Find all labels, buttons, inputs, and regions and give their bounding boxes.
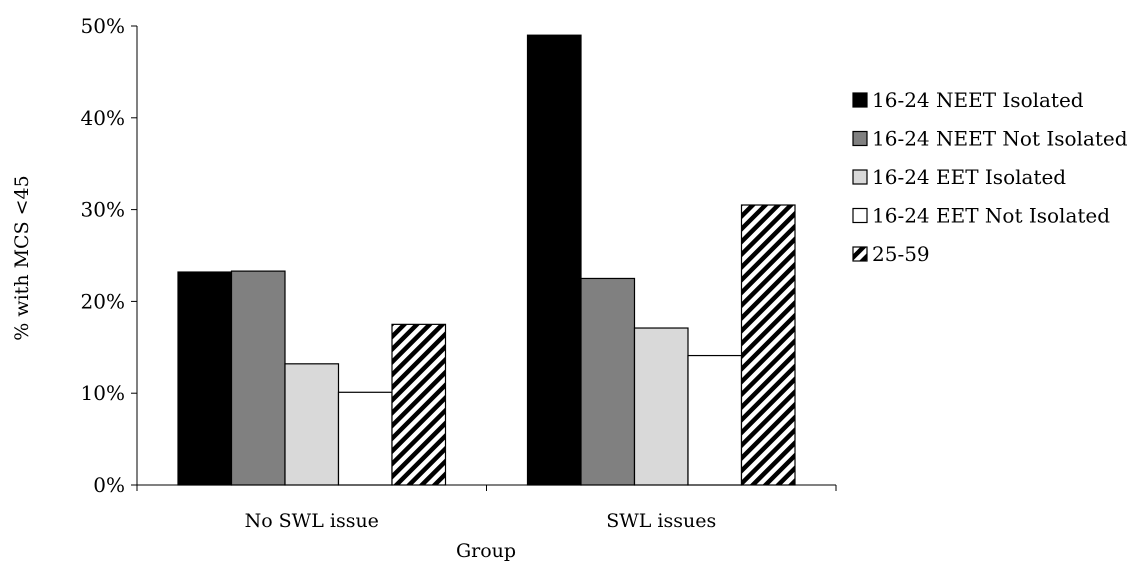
legend-label: 16-24 EET Not Isolated bbox=[872, 204, 1110, 228]
legend-swatch bbox=[852, 246, 868, 262]
legend-label: 16-24 NEET Isolated bbox=[872, 88, 1084, 112]
x-axis: No SWL issue SWL issues bbox=[136, 484, 837, 532]
x-axis-title: Group bbox=[456, 540, 516, 562]
x-tick-label: No SWL issue bbox=[245, 510, 379, 532]
y-axis-title: % with MCS <45 bbox=[11, 175, 33, 341]
y-axis: 0% 10% 20% 30% 40% 50% bbox=[81, 14, 138, 497]
legend-label: 16-24 EET Isolated bbox=[872, 165, 1066, 189]
legend-swatch bbox=[852, 130, 868, 147]
bar bbox=[337, 391, 393, 486]
bars bbox=[177, 34, 796, 486]
legend-label: 16-24 NEET Not Isolated bbox=[872, 127, 1127, 151]
y-tick-label: 30% bbox=[81, 198, 125, 222]
bar bbox=[633, 327, 689, 486]
y-tick-label: 0% bbox=[93, 473, 125, 497]
y-tick-label: 50% bbox=[81, 14, 125, 38]
y-tick-label: 20% bbox=[81, 289, 125, 313]
bar bbox=[580, 277, 636, 486]
bar bbox=[284, 363, 340, 486]
legend-label: 25-59 bbox=[872, 242, 930, 266]
bar bbox=[526, 34, 582, 486]
x-tick-label: SWL issues bbox=[606, 510, 716, 532]
bar bbox=[391, 323, 447, 486]
bar bbox=[230, 270, 286, 486]
bar bbox=[687, 354, 743, 486]
y-tick-label: 10% bbox=[81, 381, 125, 405]
bar bbox=[177, 271, 233, 486]
legend: 16-24 NEET Isolated 16-24 NEET Not Isolat… bbox=[852, 88, 1127, 266]
y-tick-label: 40% bbox=[81, 106, 125, 130]
legend-swatch bbox=[852, 169, 868, 185]
legend-swatch bbox=[852, 207, 868, 224]
legend-swatch bbox=[852, 92, 868, 108]
bar bbox=[740, 204, 796, 486]
